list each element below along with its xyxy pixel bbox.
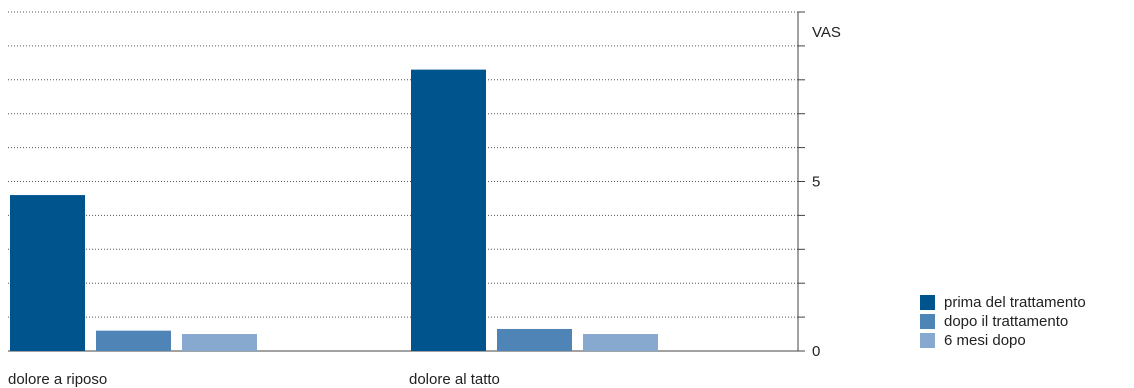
- gridlines: [8, 11, 798, 318]
- y-tick-label: 0: [812, 343, 820, 360]
- legend-item-after: dopo il trattamento: [920, 312, 1086, 331]
- bar: [96, 330, 171, 351]
- legend-swatch-before: [920, 295, 935, 310]
- bars: [10, 69, 658, 351]
- category-label: dolore a riposo: [8, 371, 107, 388]
- legend-swatch-6months: [920, 333, 935, 348]
- legend-item-before: prima del trattamento: [920, 293, 1086, 312]
- bar: [583, 334, 658, 351]
- legend: prima del trattamento dopo il trattament…: [920, 293, 1086, 350]
- category-labels: dolore a riposo dolore al tatto: [8, 371, 500, 388]
- legend-label-6months: 6 mesi dopo: [944, 332, 1026, 349]
- legend-label-after: dopo il trattamento: [944, 313, 1069, 330]
- category-label: dolore al tatto: [409, 371, 500, 388]
- y-axis-ticks: 05: [798, 11, 820, 360]
- bar: [182, 334, 257, 351]
- bar: [497, 328, 572, 351]
- legend-swatch-after: [920, 314, 935, 329]
- bar: [10, 195, 85, 351]
- y-axis-title: VAS: [812, 24, 841, 41]
- legend-item-6months: 6 mesi dopo: [920, 331, 1086, 350]
- bar: [411, 69, 486, 351]
- legend-label-before: prima del trattamento: [944, 294, 1086, 311]
- y-tick-label: 5: [812, 174, 820, 191]
